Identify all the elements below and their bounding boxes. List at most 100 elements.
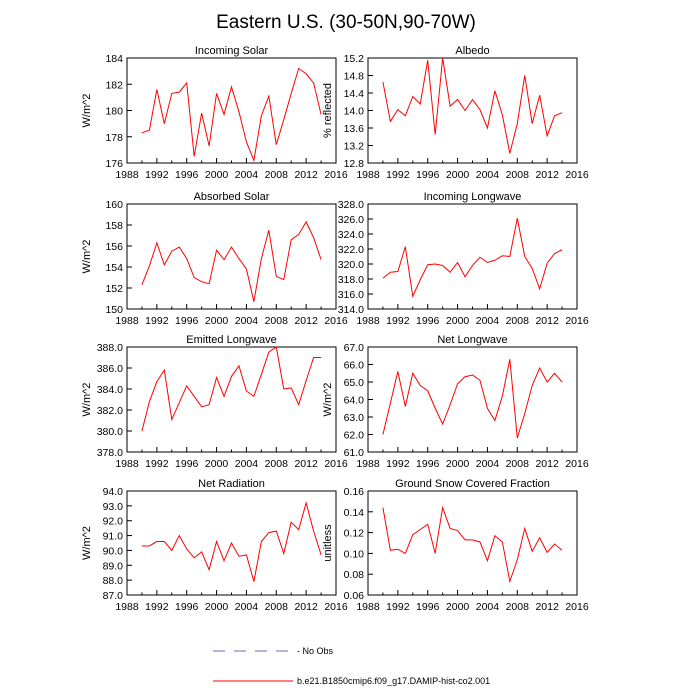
- y-axis-label: W/m^2: [81, 526, 93, 560]
- y-tick-label: 324.0: [338, 229, 364, 241]
- x-tick-label: 1992: [386, 315, 410, 327]
- y-tick-label: 328.0: [338, 199, 364, 211]
- y-tick-label: 13.6: [344, 123, 365, 135]
- x-tick-label: 1988: [115, 169, 139, 181]
- x-tick-label: 2012: [535, 458, 559, 470]
- y-tick-label: 382.0: [97, 405, 123, 417]
- x-tick-label: 2000: [446, 458, 470, 470]
- y-tick-label: 156: [105, 241, 123, 253]
- x-tick-label: 2008: [265, 315, 289, 327]
- series-line: [141, 346, 322, 432]
- panel-title: Emitted Longwave: [186, 334, 277, 346]
- x-tick-label: 2016: [324, 458, 348, 470]
- panel-title: Incoming Solar: [195, 45, 269, 57]
- y-tick-label: 92.0: [103, 516, 124, 528]
- series-line: [382, 218, 563, 298]
- y-tick-label: 64.0: [344, 395, 365, 407]
- y-tick-label: 322.0: [338, 244, 364, 256]
- x-tick-label: 2004: [235, 601, 259, 613]
- y-tick-label: 160: [105, 199, 123, 211]
- y-tick-label: 314.0: [338, 304, 364, 316]
- panel-net-radiation: Net Radiation 1988 1992 1996 2000 2004 2008 201…: [81, 478, 348, 613]
- x-tick-label: 2012: [294, 169, 318, 181]
- x-tick-label: 1988: [356, 458, 380, 470]
- x-tick-label: 2000: [205, 315, 229, 327]
- y-tick-label: 66.0: [344, 360, 365, 372]
- x-tick-label: 2012: [535, 315, 559, 327]
- x-tick-label: 1988: [356, 601, 380, 613]
- x-tick-label: 1996: [175, 458, 199, 470]
- x-tick-label: 2016: [565, 458, 589, 470]
- panels-group: Incoming Solar 1988 1992 1996 2000 2004 2008 20…: [81, 45, 589, 613]
- x-tick-label: 2012: [294, 458, 318, 470]
- x-tick-label: 2008: [506, 169, 530, 181]
- x-tick-label: 1992: [145, 169, 169, 181]
- y-tick-label: 61.0: [344, 447, 365, 459]
- x-tick-label: 2012: [294, 601, 318, 613]
- panel-title: Albedo: [455, 45, 489, 57]
- x-tick-label: 1992: [145, 315, 169, 327]
- x-tick-label: 1996: [175, 315, 199, 327]
- x-tick-label: 2004: [476, 315, 500, 327]
- x-tick-label: 1988: [115, 601, 139, 613]
- panel-title: Absorbed Solar: [194, 191, 270, 203]
- y-tick-label: 65.0: [344, 377, 365, 389]
- y-tick-label: 14.0: [344, 106, 365, 118]
- y-axis-label: % reflected: [322, 83, 334, 138]
- series-line: [141, 500, 322, 582]
- y-tick-label: 152: [105, 283, 123, 295]
- series-line: [141, 220, 322, 302]
- y-tick-label: 15.2: [344, 53, 365, 65]
- x-tick-label: 2004: [235, 315, 259, 327]
- y-tick-label: 93.0: [103, 501, 124, 513]
- x-tick-label: 1988: [356, 315, 380, 327]
- panel-ground-snow-covered-fraction: Ground Snow Covered Fraction 1988 1992 1996…: [322, 478, 589, 613]
- y-tick-label: 91.0: [103, 531, 124, 543]
- y-axis-label: W/m^2: [81, 94, 93, 128]
- y-tick-label: 0.14: [344, 507, 365, 519]
- x-tick-label: 1992: [145, 458, 169, 470]
- x-tick-label: 2016: [324, 601, 348, 613]
- y-tick-label: 0.08: [344, 569, 365, 581]
- y-tick-label: 326.0: [338, 214, 364, 226]
- y-tick-label: 182: [105, 79, 123, 91]
- y-tick-label: 180: [105, 106, 123, 118]
- series-line: [141, 67, 322, 163]
- y-tick-label: 14.4: [344, 88, 365, 100]
- y-tick-label: 0.06: [344, 590, 365, 602]
- y-tick-label: 388.0: [97, 342, 123, 354]
- x-tick-label: 2008: [265, 169, 289, 181]
- x-tick-label: 2008: [265, 458, 289, 470]
- y-tick-label: 94.0: [103, 486, 124, 498]
- panel-title: Ground Snow Covered Fraction: [395, 478, 550, 490]
- y-tick-label: 0.12: [344, 528, 365, 540]
- y-tick-label: 87.0: [103, 590, 124, 602]
- x-tick-label: 2008: [506, 315, 530, 327]
- y-tick-label: 13.2: [344, 141, 365, 153]
- x-tick-label: 1988: [115, 458, 139, 470]
- x-tick-label: 2016: [324, 315, 348, 327]
- x-tick-label: 1996: [416, 315, 440, 327]
- y-tick-label: 386.0: [97, 363, 123, 375]
- x-tick-label: 2004: [476, 601, 500, 613]
- y-tick-label: 89.0: [103, 560, 124, 572]
- y-tick-label: 184: [105, 53, 123, 65]
- x-tick-label: 2012: [535, 169, 559, 181]
- y-axis-label: W/m^2: [81, 383, 93, 417]
- x-tick-label: 2000: [446, 601, 470, 613]
- y-tick-label: 90.0: [103, 545, 124, 557]
- y-tick-label: 12.8: [344, 158, 365, 170]
- x-tick-label: 2004: [235, 169, 259, 181]
- x-tick-label: 2000: [446, 315, 470, 327]
- x-tick-label: 1996: [416, 169, 440, 181]
- y-tick-label: 0.10: [344, 548, 365, 560]
- x-tick-label: 2016: [565, 315, 589, 327]
- x-tick-label: 1988: [115, 315, 139, 327]
- legend: - No Obs b.e21.B1850cmip6.f09_g17.DAMIP-…: [213, 646, 490, 686]
- y-axis-label: W/m^2: [81, 240, 93, 274]
- x-tick-label: 2012: [535, 601, 559, 613]
- y-tick-label: 318.0: [338, 274, 364, 286]
- y-tick-label: 176: [105, 158, 123, 170]
- x-tick-label: 2000: [205, 458, 229, 470]
